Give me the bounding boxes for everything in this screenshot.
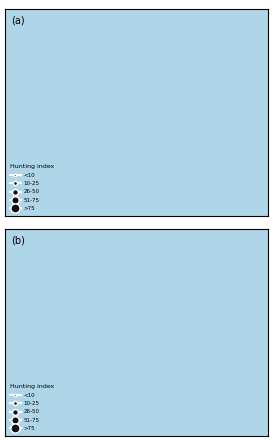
Legend: <10, 10-25, 26-50, 51-75, >75: <10, 10-25, 26-50, 51-75, >75 <box>8 163 56 213</box>
Text: (a): (a) <box>11 15 24 25</box>
Text: (b): (b) <box>11 235 25 245</box>
Legend: <10, 10-25, 26-50, 51-75, >75: <10, 10-25, 26-50, 51-75, >75 <box>8 383 56 433</box>
